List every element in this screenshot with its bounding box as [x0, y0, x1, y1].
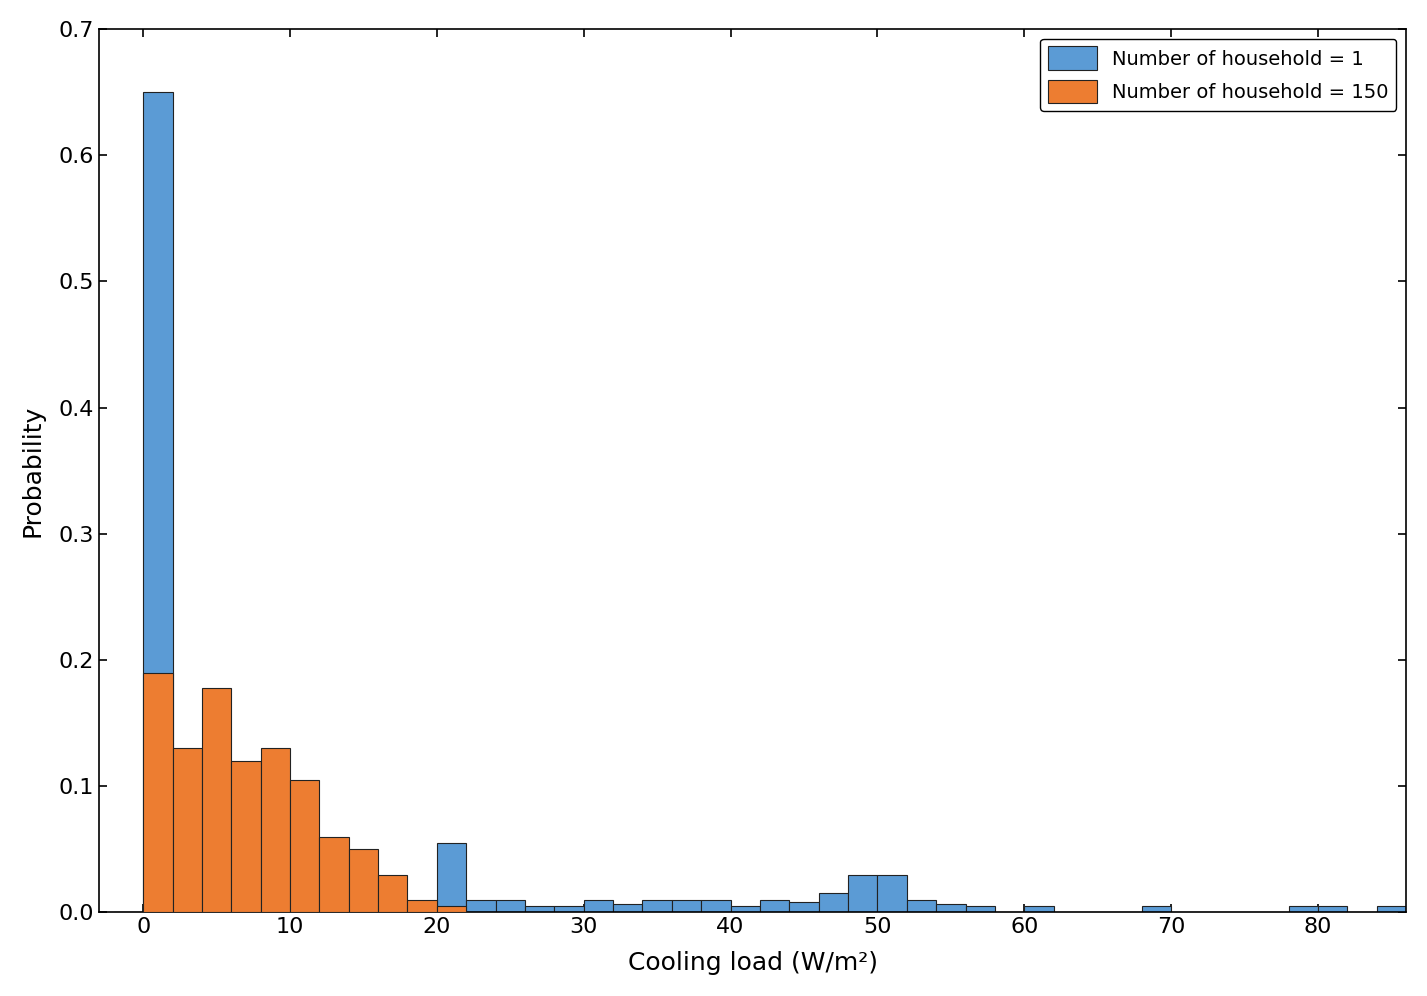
Bar	[731, 906, 761, 912]
Bar	[554, 906, 584, 912]
Bar	[290, 780, 320, 912]
Bar	[642, 899, 672, 912]
Bar	[761, 899, 789, 912]
Bar	[1377, 906, 1406, 912]
Bar	[143, 92, 173, 912]
Bar	[1289, 906, 1319, 912]
Bar	[231, 761, 261, 912]
Bar	[320, 837, 348, 912]
Bar	[290, 906, 320, 912]
Bar	[378, 874, 408, 912]
Bar	[231, 906, 261, 912]
Bar	[201, 687, 231, 912]
X-axis label: Cooling load (W/m²): Cooling load (W/m²)	[628, 951, 878, 975]
Bar	[1025, 906, 1053, 912]
Bar	[906, 899, 936, 912]
Bar	[936, 903, 966, 912]
Bar	[173, 887, 201, 912]
Bar	[878, 874, 906, 912]
Bar	[201, 906, 231, 912]
Bar	[614, 903, 642, 912]
Bar	[672, 899, 701, 912]
Bar	[467, 899, 495, 912]
Bar	[320, 906, 348, 912]
Bar	[348, 906, 378, 912]
Bar	[143, 672, 173, 912]
Bar	[378, 906, 408, 912]
Bar	[789, 902, 819, 912]
Bar	[966, 906, 995, 912]
Bar	[261, 748, 290, 912]
Y-axis label: Probability: Probability	[21, 404, 44, 537]
Bar	[173, 748, 201, 912]
Bar	[437, 843, 467, 912]
Bar	[1319, 906, 1347, 912]
Bar	[495, 899, 525, 912]
Bar	[437, 906, 467, 912]
Bar	[848, 874, 878, 912]
Legend: Number of household = 1, Number of household = 150: Number of household = 1, Number of house…	[1040, 39, 1397, 112]
Bar	[261, 906, 290, 912]
Bar	[408, 899, 437, 912]
Bar	[408, 906, 437, 912]
Bar	[1142, 906, 1172, 912]
Bar	[584, 899, 614, 912]
Bar	[348, 850, 378, 912]
Bar	[525, 906, 554, 912]
Bar	[701, 899, 731, 912]
Bar	[819, 893, 848, 912]
